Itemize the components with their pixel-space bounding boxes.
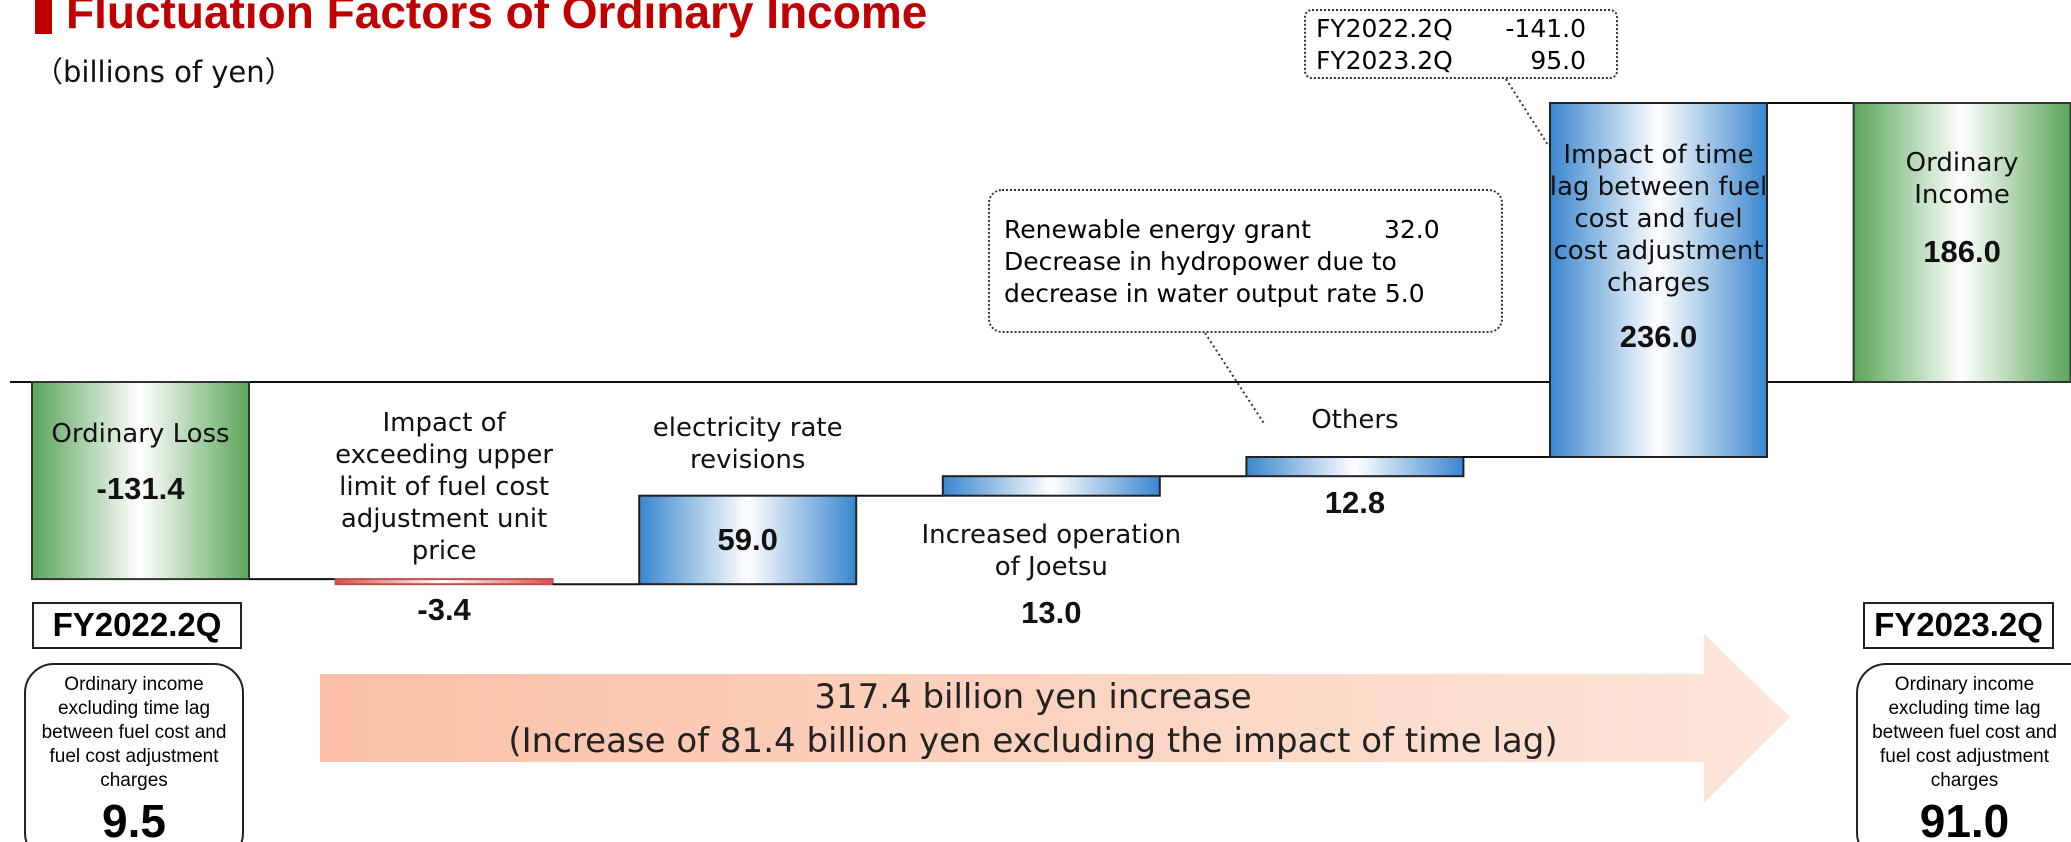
title-marker — [35, 0, 52, 34]
bar — [31, 381, 250, 581]
bar — [1549, 102, 1768, 458]
value-label: 186.0 — [1923, 234, 2001, 269]
bar — [1852, 102, 2071, 383]
callout-row: FY2023.2Q 95.0 — [1316, 45, 1606, 77]
category-label: Ordinary Income — [1905, 148, 2019, 210]
value-label: 59.0 — [717, 522, 778, 557]
callout-line — [1204, 332, 1266, 426]
callout-row: Decrease in hydropower due to decrease i… — [1004, 246, 1474, 310]
callout-label: FY2023.2Q — [1316, 46, 1453, 75]
end-note: Ordinary income excluding time lag betwe… — [1856, 663, 2071, 842]
callout-row: FY2022.2Q -141.0 — [1316, 13, 1606, 45]
callout-row: Renewable energy grant 32.0 — [1004, 214, 1487, 246]
callout-value: 32.0 — [1384, 215, 1440, 244]
category-label: Impact of time lag between fuel cost and… — [1549, 140, 1768, 298]
callout-label: Decrease in hydropower due to decrease i… — [1004, 247, 1397, 308]
category-label: Impact of exceeding upper limit of fuel … — [335, 408, 554, 566]
bar — [1245, 456, 1465, 478]
start-note: Ordinary income excluding time lag betwe… — [24, 663, 244, 842]
note-value: 91.0 — [1919, 795, 2010, 842]
value-label: 236.0 — [1619, 319, 1698, 354]
callout-label: FY2022.2Q — [1316, 14, 1453, 43]
arrow-text: (Increase of 81.4 billion yen excluding … — [508, 721, 1557, 761]
callout-label: Renewable energy grant — [1004, 215, 1311, 244]
note-value: 9.5 — [102, 795, 166, 842]
callout-line — [1505, 78, 1549, 146]
category-label: Increased operation of Joetsu — [921, 520, 1182, 582]
category-label: electricity rate revisions — [652, 413, 843, 475]
callout-value: 95.0 — [1530, 46, 1586, 75]
bar — [334, 578, 554, 586]
increase-arrow — [320, 634, 1790, 803]
arrow-text: 317.4 billion yen increase — [814, 677, 1251, 717]
subtitle: （billions of yen） — [34, 55, 294, 89]
value-label: -3.4 — [417, 592, 471, 627]
callout-value: 5.0 — [1384, 279, 1425, 308]
value-label: 12.8 — [1324, 485, 1386, 520]
note-text: Ordinary income excluding time lag betwe… — [41, 674, 227, 791]
value-label: 13.0 — [1021, 595, 1082, 630]
bar — [638, 494, 858, 586]
callout-value: -141.0 — [1505, 14, 1586, 43]
period-label: FY2022.2Q — [32, 602, 242, 649]
title: Fluctuation Factors of Ordinary Income — [66, 0, 927, 38]
callout-box: Renewable energy grant 32.0 Decrease in h… — [988, 189, 1503, 333]
bar — [941, 475, 1161, 497]
value-label: -131.4 — [96, 471, 185, 506]
period-label: FY2023.2Q — [1863, 602, 2054, 649]
callout-box: FY2022.2Q -141.0 FY2023.2Q 95.0 — [1304, 9, 1618, 79]
category-label: Others — [1311, 405, 1399, 435]
note-text: Ordinary income excluding time lag betwe… — [1872, 674, 2057, 791]
category-label: Ordinary Loss — [51, 419, 230, 449]
